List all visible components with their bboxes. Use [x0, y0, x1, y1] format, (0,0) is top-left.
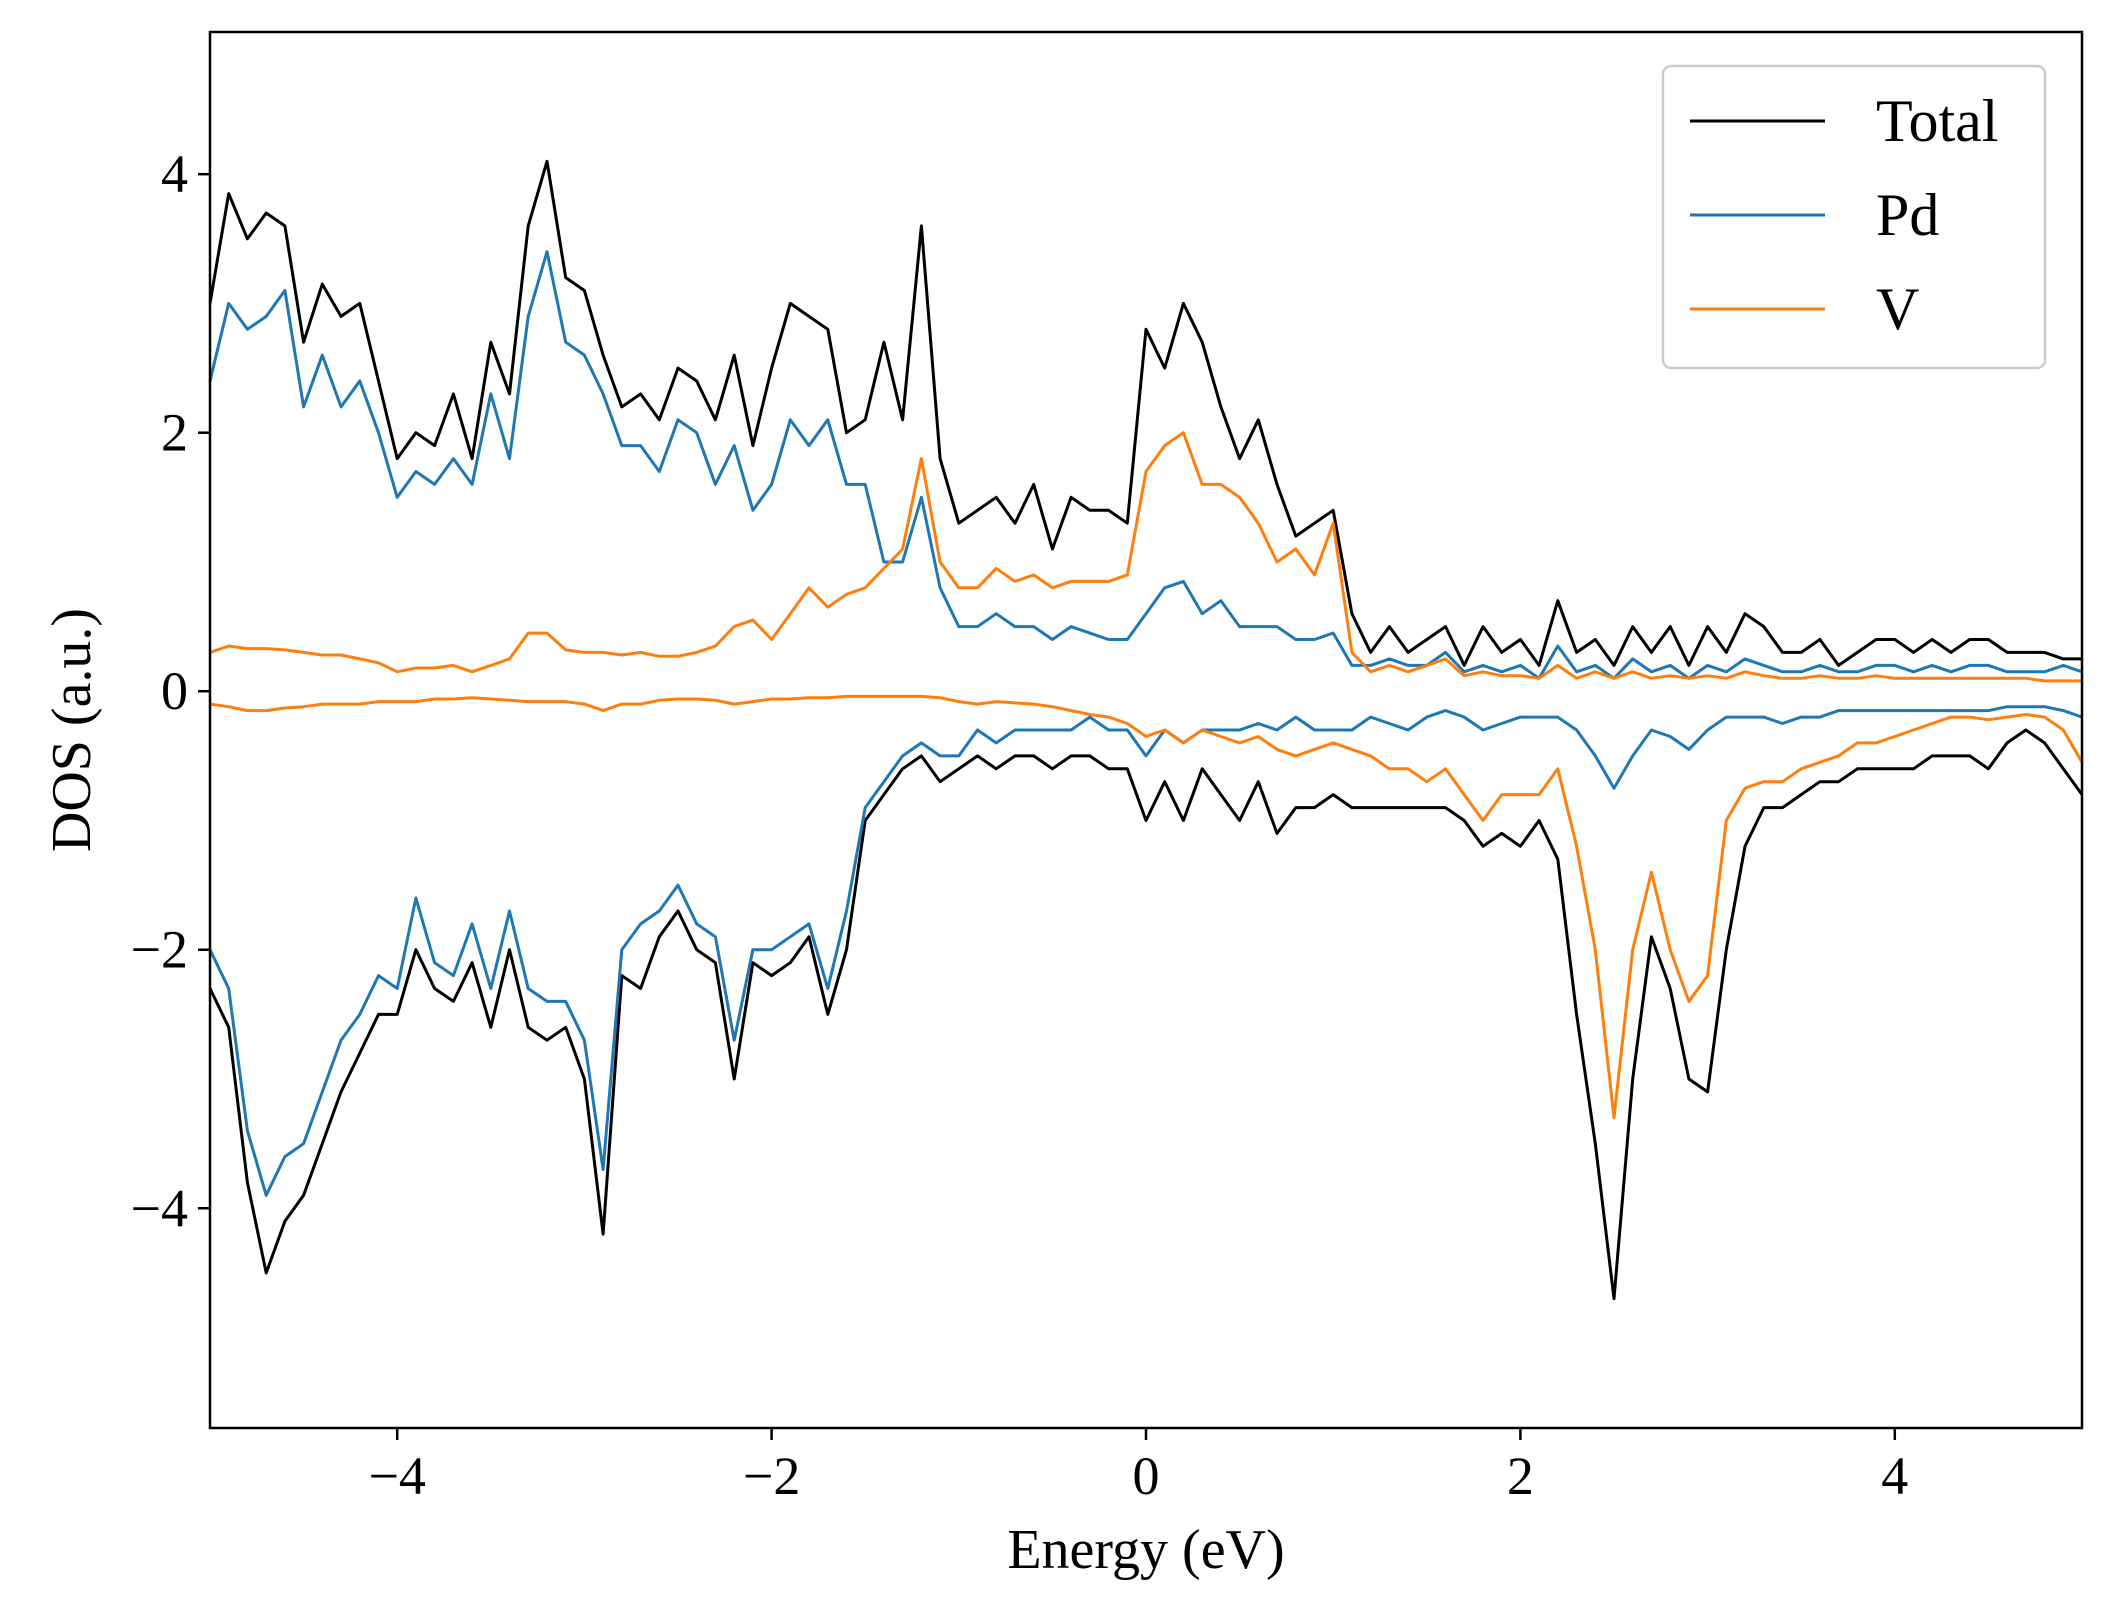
x-tick-label: 4	[1881, 1446, 1908, 1506]
series-line-pd-up	[208, 250, 2083, 680]
axis-ticks: −4 −2 0 2 4 −4 −2 0 2 4	[131, 144, 1909, 1506]
legend-label-total: Total	[1876, 88, 1998, 154]
legend-label-pd: Pd	[1876, 182, 1939, 248]
legend: Total Pd V	[1661, 64, 2047, 370]
x-tick-label: −4	[368, 1446, 425, 1506]
series-line-v-down	[209, 694, 2084, 1120]
series-line-total-up	[208, 159, 2082, 667]
x-tick-label: −2	[743, 1446, 800, 1506]
legend-box	[1661, 64, 2047, 370]
series-line-v-up	[209, 431, 2082, 683]
legend-label-v: V	[1876, 276, 1919, 342]
y-tick-label: −2	[131, 920, 188, 980]
y-tick-label: 2	[161, 403, 188, 463]
y-tick-label: 4	[161, 144, 188, 204]
y-tick-label: −4	[131, 1178, 188, 1238]
series-line-total-down	[208, 728, 2084, 1301]
x-tick-label: 2	[1507, 1446, 1534, 1506]
x-axis-title: Energy (eV)	[1007, 1519, 1284, 1581]
series-line-pd-down	[208, 705, 2083, 1197]
x-tick-label: 0	[1133, 1446, 1160, 1506]
y-tick-label: 0	[161, 661, 188, 721]
y-axis-title: DOS (a.u.)	[41, 608, 103, 852]
series-lines	[208, 159, 2084, 1301]
